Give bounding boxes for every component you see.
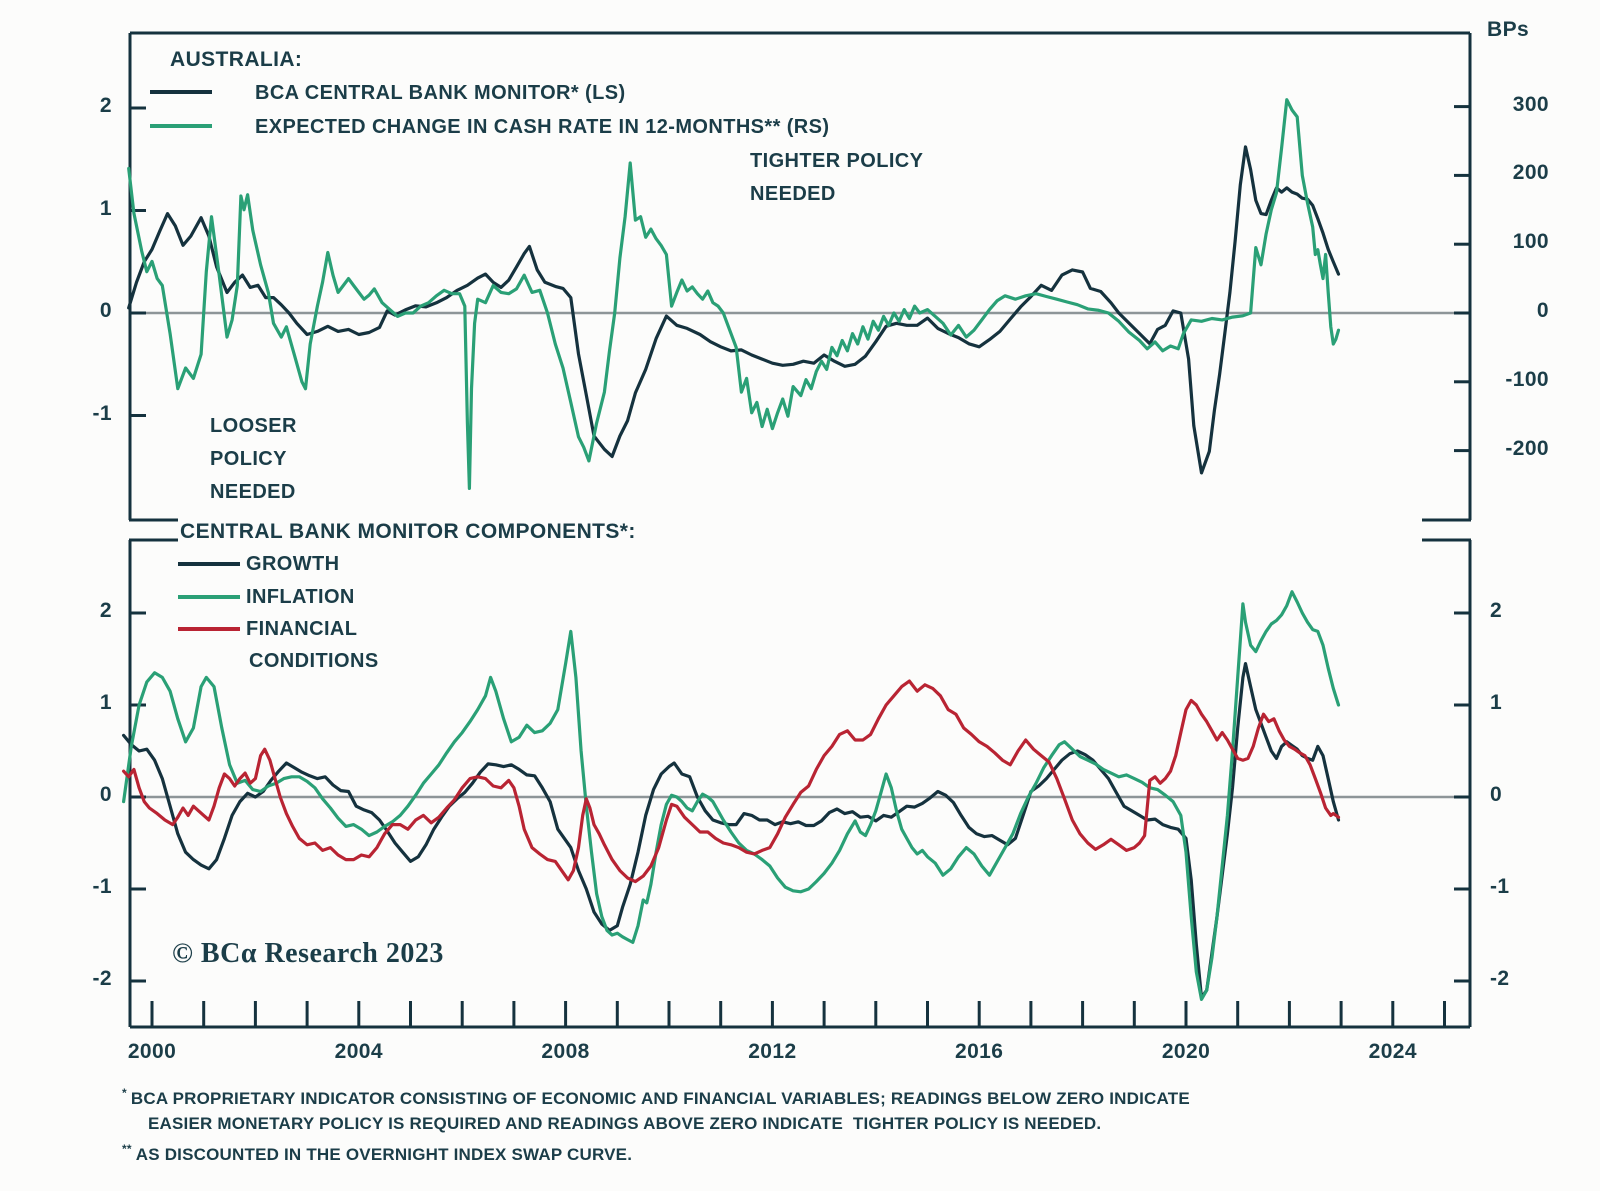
top-right-tick-label: 100 xyxy=(1512,230,1549,254)
top-right-tick-label: -200 xyxy=(1505,436,1549,460)
bottom-left-tick-label: -2 xyxy=(92,967,112,990)
footnote-3: ** AS DISCOUNTED IN THE OVERNIGHT INDEX S… xyxy=(122,1142,632,1165)
top-right-tick-label: 200 xyxy=(1512,161,1549,185)
footnote-3-marker: ** xyxy=(122,1142,132,1156)
top-left-tick-label: 2 xyxy=(99,94,112,117)
x-axis-year-label: 2020 xyxy=(1161,1040,1211,1063)
looser-policy-annotation: LOOSER POLICY NEEDED xyxy=(210,410,297,509)
financial-legend-label: FINANCIAL xyxy=(246,618,358,640)
monitor-legend-label: BCA CENTRAL BANK MONITOR* (LS) xyxy=(255,82,626,104)
conditions-legend-label: CONDITIONS xyxy=(249,650,379,672)
bottom-left-tick-label: 2 xyxy=(99,599,112,622)
financial-conditions-line xyxy=(122,679,1341,884)
inflation-line-swatch xyxy=(178,595,240,599)
tighter-policy-annotation: TIGHTER POLICY NEEDED xyxy=(750,145,923,211)
looser-policy-line2: POLICY xyxy=(210,448,287,470)
bca-central-bank-monitor-ls-line xyxy=(127,145,1341,475)
bottom-left-tick-label: -1 xyxy=(92,875,112,898)
growth-line-swatch xyxy=(178,562,240,566)
x-axis-year-label: 2012 xyxy=(748,1040,797,1063)
tighter-policy-line1: TIGHTER POLICY xyxy=(750,150,924,172)
x-axis-year-label: 2008 xyxy=(541,1040,590,1063)
x-axis-year-label: 2024 xyxy=(1368,1040,1417,1063)
bottom-right-tick-label: -1 xyxy=(1490,875,1510,898)
footnote-1-text: BCA PROPRIETARY INDICATOR CONSISTING OF … xyxy=(130,1089,1190,1108)
looser-policy-line3: NEEDED xyxy=(210,481,296,503)
bottom-left-tick-label: 1 xyxy=(99,691,112,714)
financial-conditions-line-swatch xyxy=(178,627,240,631)
expected-change-in-cash-rate-in-12-months-rs-line xyxy=(127,98,1341,490)
growth-line xyxy=(122,662,1341,1000)
bottom-legend-title: CENTRAL BANK MONITOR COMPONENTS*: xyxy=(180,520,636,543)
bottom-right-tick-label: 2 xyxy=(1490,599,1503,622)
top-right-tick-label: 0 xyxy=(1536,299,1549,322)
bps-axis-title: BPs xyxy=(1487,18,1530,41)
cash-rate-line-swatch xyxy=(150,124,212,128)
inflation-legend-label: INFLATION xyxy=(246,586,355,608)
x-axis-year-label: 2000 xyxy=(127,1040,177,1063)
monitor-line-swatch xyxy=(150,90,212,94)
top-left-tick-label: 0 xyxy=(99,299,112,322)
copyright-notice: © BCα Research 2023 xyxy=(172,938,444,969)
top-left-tick-label: -1 xyxy=(92,401,112,425)
top-right-tick-label: 300 xyxy=(1512,92,1549,116)
footnote-2: EASIER MONETARY POLICY IS REQUIRED AND R… xyxy=(148,1114,1101,1134)
bottom-right-tick-label: 1 xyxy=(1490,691,1503,714)
x-axis-year-label: 2004 xyxy=(334,1040,383,1063)
bottom-right-tick-label: -2 xyxy=(1490,967,1510,990)
bottom-left-tick-label: 0 xyxy=(99,783,112,806)
top-legend-title: AUSTRALIA: xyxy=(170,48,303,71)
bottom-right-tick-label: 0 xyxy=(1490,783,1503,806)
top-left-tick-label: 1 xyxy=(99,196,112,220)
growth-legend-label: GROWTH xyxy=(246,553,340,575)
cash-rate-legend-label: EXPECTED CHANGE IN CASH RATE IN 12-MONTH… xyxy=(255,116,830,138)
top-right-tick-label: -100 xyxy=(1505,367,1549,391)
footnote-1: * BCA PROPRIETARY INDICATOR CONSISTING OF… xyxy=(122,1086,1190,1109)
x-axis-year-label: 2016 xyxy=(955,1040,1004,1063)
footnote-3-text: AS DISCOUNTED IN THE OVERNIGHT INDEX SWA… xyxy=(135,1145,633,1164)
tighter-policy-line2: NEEDED xyxy=(750,183,836,205)
looser-policy-line1: LOOSER xyxy=(210,415,297,437)
footnote-2-text: EASIER MONETARY POLICY IS REQUIRED AND R… xyxy=(148,1114,1102,1133)
footnote-1-marker: * xyxy=(122,1086,127,1100)
